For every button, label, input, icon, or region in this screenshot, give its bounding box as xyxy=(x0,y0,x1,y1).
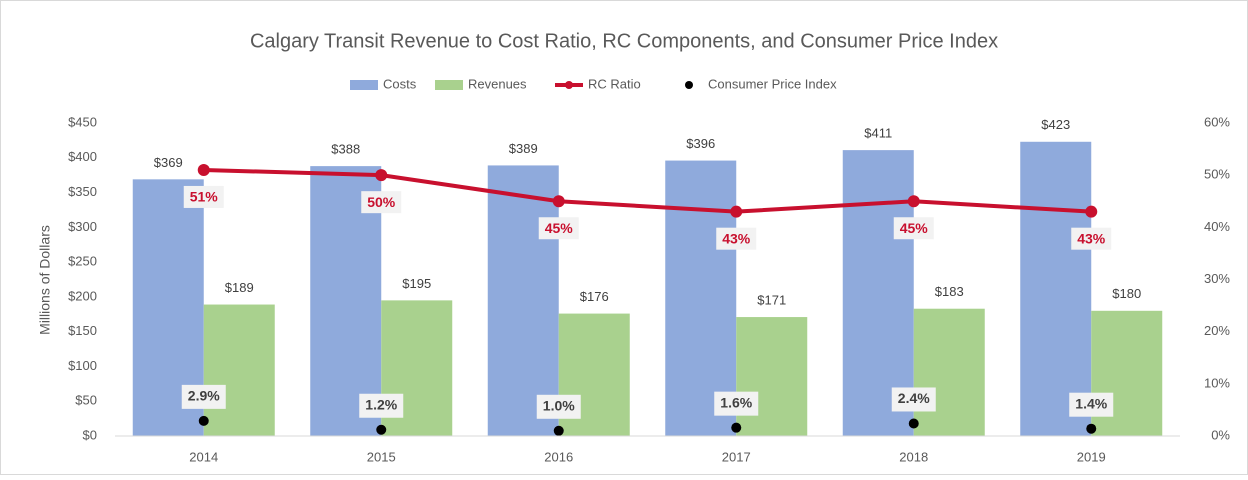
data-label: $389 xyxy=(509,141,538,156)
data-label: 1.0% xyxy=(543,397,575,413)
data-label: 45% xyxy=(545,220,574,236)
point xyxy=(731,422,742,433)
label-box xyxy=(714,391,759,416)
y2-tick-label: 40% xyxy=(1204,219,1230,234)
data-label: 51% xyxy=(190,189,219,205)
y-tick-label: $50 xyxy=(75,393,97,408)
point xyxy=(1086,423,1097,434)
point xyxy=(198,415,209,426)
bar xyxy=(736,317,808,436)
y2-tick-label: 60% xyxy=(1204,114,1230,129)
data-label: $411 xyxy=(864,126,892,141)
data-label: 43% xyxy=(722,230,751,246)
label-box xyxy=(716,227,757,250)
label-box xyxy=(361,191,402,214)
data-label: 50% xyxy=(367,194,396,210)
label-box xyxy=(1069,392,1114,417)
chart-title: Calgary Transit Revenue to Cost Ratio, R… xyxy=(250,30,998,52)
point xyxy=(908,418,919,429)
legend-swatch xyxy=(565,81,573,89)
point xyxy=(553,425,564,436)
legend-label: Revenues xyxy=(468,76,527,91)
line-marker xyxy=(197,163,210,176)
line xyxy=(203,167,1092,214)
y-tick-label: $0 xyxy=(83,427,97,442)
bar xyxy=(487,165,559,436)
y-tick-label: $100 xyxy=(68,358,97,373)
data-label: $176 xyxy=(580,289,609,304)
line-marker xyxy=(552,195,565,208)
label-box xyxy=(181,384,226,409)
data-label: $396 xyxy=(686,136,715,151)
bar xyxy=(1091,310,1163,436)
line-marker xyxy=(730,205,743,218)
point xyxy=(376,424,387,435)
x-tick-label: 2015 xyxy=(367,449,396,464)
data-label: 43% xyxy=(1077,230,1106,246)
data-label: 45% xyxy=(900,220,929,236)
y-tick-label: $450 xyxy=(68,114,97,129)
legend-label: Costs xyxy=(383,76,417,91)
y-tick-label: $200 xyxy=(68,288,97,303)
label-box xyxy=(538,217,579,240)
label-box xyxy=(893,217,934,240)
legend-label: Consumer Price Index xyxy=(708,76,837,91)
y-tick-label: $300 xyxy=(68,219,97,234)
bar xyxy=(1020,141,1092,436)
y2-tick-label: 30% xyxy=(1204,271,1230,286)
label-box xyxy=(1071,227,1112,250)
y-axis-label: Millions of Dollars xyxy=(37,225,53,335)
label-box xyxy=(891,387,936,412)
x-tick-label: 2018 xyxy=(899,449,928,464)
y2-tick-label: 20% xyxy=(1204,323,1230,338)
data-label: 1.2% xyxy=(365,396,397,412)
x-tick-label: 2019 xyxy=(1077,449,1106,464)
y-tick-label: $400 xyxy=(68,149,97,164)
line-marker xyxy=(1085,205,1098,218)
data-label: $388 xyxy=(331,142,360,157)
bar xyxy=(913,308,985,436)
line-marker xyxy=(907,195,920,208)
data-label: 2.4% xyxy=(898,390,930,406)
x-tick-label: 2016 xyxy=(544,449,573,464)
line-marker xyxy=(375,169,388,182)
x-tick-label: 2014 xyxy=(189,449,218,464)
data-label: $195 xyxy=(402,276,431,291)
y-tick-label: $350 xyxy=(68,184,97,199)
data-label: $171 xyxy=(757,292,786,307)
data-label: 1.4% xyxy=(1075,395,1107,411)
data-label: $369 xyxy=(154,155,183,170)
y2-tick-label: 0% xyxy=(1211,427,1230,442)
data-label: $423 xyxy=(1041,117,1070,132)
legend-swatch xyxy=(350,80,378,90)
label-box xyxy=(359,393,404,418)
label-box xyxy=(183,185,224,208)
data-label: 2.9% xyxy=(188,388,220,404)
data-label: $189 xyxy=(225,280,254,295)
y-tick-label: $250 xyxy=(68,254,97,269)
data-label: $180 xyxy=(1112,286,1141,301)
label-box xyxy=(536,394,581,419)
data-label: 1.6% xyxy=(720,394,752,410)
legend-swatch xyxy=(685,81,693,89)
y-tick-label: $150 xyxy=(68,323,97,338)
x-tick-label: 2017 xyxy=(722,449,751,464)
y2-tick-label: 10% xyxy=(1204,375,1230,390)
legend-swatch xyxy=(435,80,463,90)
legend-label: RC Ratio xyxy=(588,76,641,91)
bar xyxy=(203,304,275,436)
y2-tick-label: 50% xyxy=(1204,167,1230,182)
data-label: $183 xyxy=(935,284,964,299)
